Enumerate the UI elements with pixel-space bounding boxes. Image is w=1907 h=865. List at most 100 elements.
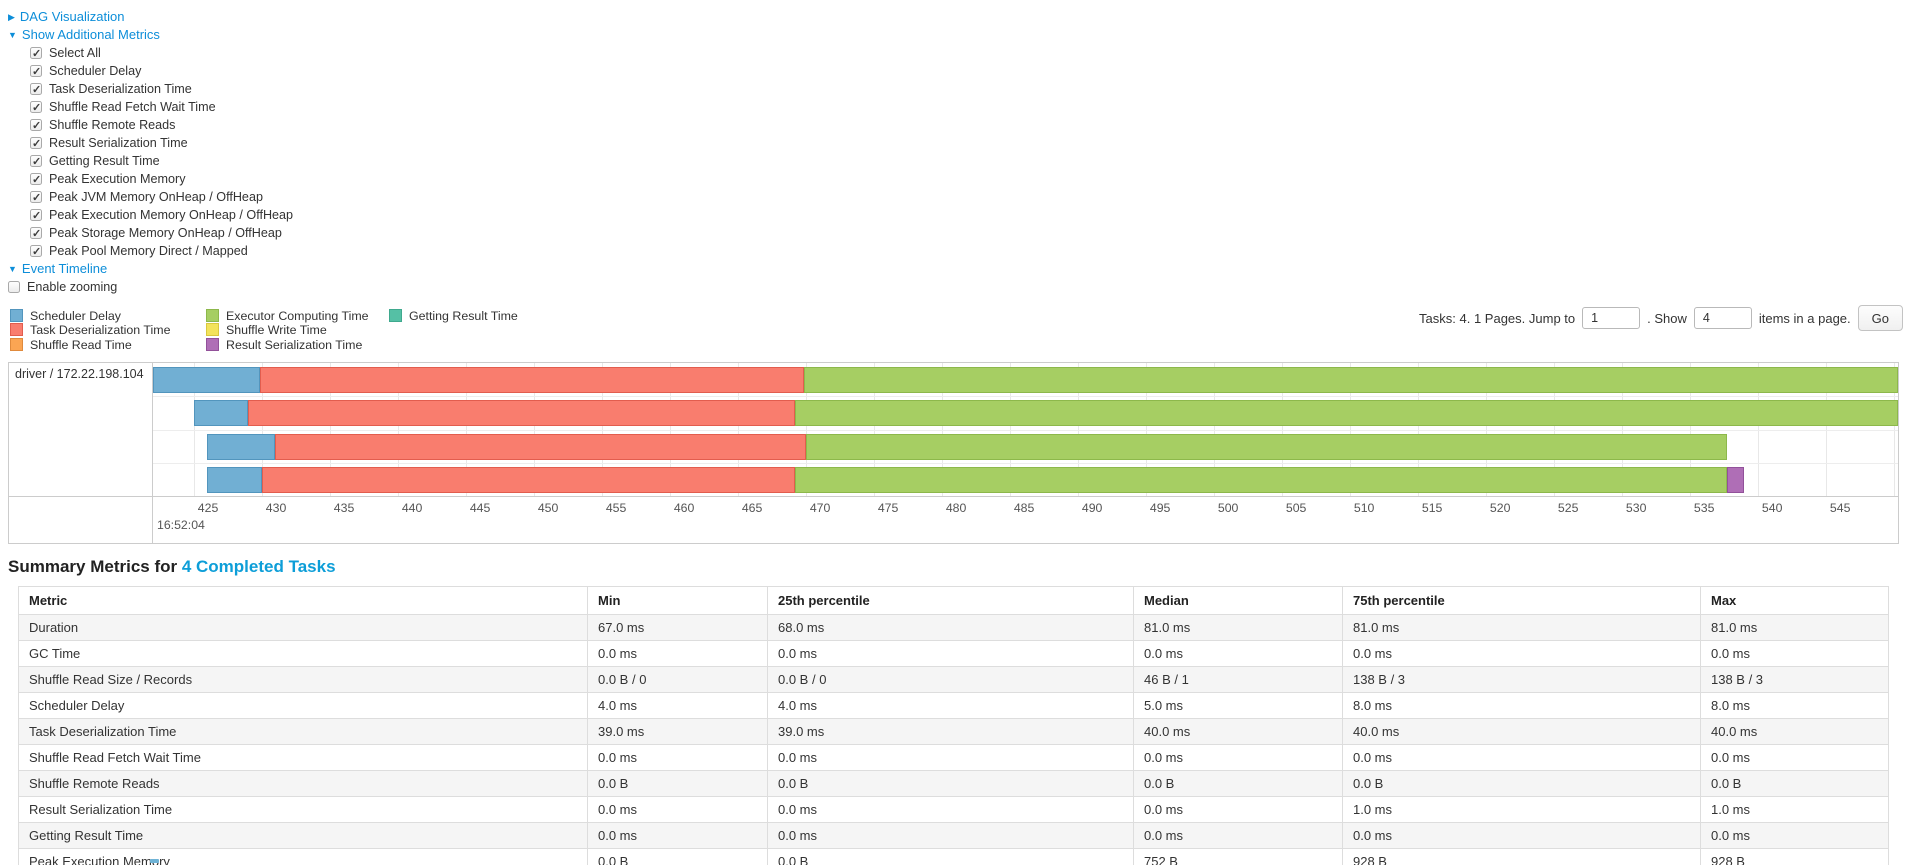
task-pagination: Tasks: 4. 1 Pages. Jump to . Show items … [1419,305,1903,331]
executor-row-label: driver / 172.22.198.104 [15,367,144,381]
event-timeline-chart: driver / 172.22.198.104 16:52:04 425 430 4… [8,362,1899,544]
axis-gridline [805,363,807,496]
axis-tick-label: 440 [401,501,423,515]
metric-checkbox[interactable] [30,81,42,99]
metric-checkbox-label: Peak Pool Memory Direct / Mapped [49,244,248,258]
metric-checkbox-row: Peak Execution Memory [30,170,1907,189]
task-bar-segment-result_serialization[interactable] [1726,467,1745,493]
axis-tick-label: 460 [673,501,695,515]
pagination-suffix-text: items in a page. [1758,310,1851,326]
axis-tick-label: 445 [469,501,491,515]
axis-gridline [1281,363,1283,496]
summary-table-row: Scheduler Delay 4.0 ms 4.0 ms 5.0 ms 8.0 ms 8… [18,692,1889,719]
metric-value-cell: 0.0 B [1342,770,1701,797]
event-timeline-toggle[interactable]: ▼ Event Timeline [8,260,1907,278]
dag-visualization-toggle[interactable]: ▶ DAG Visualization [8,8,1907,26]
completed-tasks-link[interactable]: 4 Completed Tasks [181,557,336,576]
metric-checkbox-row: Task Deserialization Time [30,80,1907,99]
metric-name-cell: Scheduler Delay [18,692,588,719]
metric-value-cell: 68.0 ms [767,614,1134,641]
metric-checkbox-row: Shuffle Remote Reads [30,116,1907,135]
task-bar-segment-task_deserialization[interactable] [275,434,806,460]
task-bar-segment-scheduler_delay[interactable] [207,434,276,460]
axis-tick-label: 535 [1693,501,1715,515]
summary-table-row: GC Time 0.0 ms 0.0 ms 0.0 ms 0.0 ms 0.0 ms [18,640,1889,667]
metric-checkbox[interactable] [30,99,42,117]
task-bar-segment-executor_computing[interactable] [804,367,1898,393]
task-bar-segment-scheduler_delay[interactable] [207,467,262,493]
axis-major-label: 16:52:04 [157,518,205,532]
metric-checkbox[interactable] [30,135,42,153]
show-additional-metrics-link[interactable]: Show Additional Metrics [21,27,160,42]
metric-value-cell: 81.0 ms [1700,614,1889,641]
metric-value-cell: 5.0 ms [1133,692,1343,719]
metric-checkbox[interactable] [30,225,42,243]
summary-table-row: Peak Execution Memory 0.0 B 0.0 B 752 B 928 … [18,848,1889,865]
axis-gridline [261,363,263,496]
go-button[interactable]: Go [1857,305,1903,331]
metric-checkbox[interactable] [30,45,42,63]
axis-gridline [873,363,875,496]
metric-checkbox[interactable] [30,243,42,261]
axis-gridline [1621,363,1623,496]
jump-to-page-input[interactable] [1582,307,1641,329]
metric-checkbox[interactable] [30,207,42,225]
dag-visualization-link[interactable]: DAG Visualization [19,9,125,24]
axis-gridline [601,363,603,496]
event-timeline-link[interactable]: Event Timeline [21,261,108,276]
axis-gridline [1893,363,1895,496]
enable-zooming-label: Enable zooming [27,280,118,294]
metric-checkbox[interactable] [30,189,42,207]
metric-value-cell: 928 B [1342,848,1701,865]
summary-table-row: Shuffle Remote Reads 0.0 B 0.0 B 0.0 B 0.0 B… [18,770,1889,797]
row-separator [153,430,1898,431]
metric-value-cell: 928 B [1700,848,1889,865]
metric-checkbox-label: Select All [49,46,101,60]
metric-value-cell: 4.0 ms [767,692,1134,719]
metric-value-cell: 46 B / 1 [1133,666,1343,693]
summary-table-row: Getting Result Time 0.0 ms 0.0 ms 0.0 ms 0.0… [18,822,1889,849]
enable-zooming-row: Enable zooming [8,278,1907,296]
legend-swatch-executor_computing [206,309,219,322]
metric-name-cell: Getting Result Time [18,822,588,849]
row-separator [153,463,1898,464]
task-bar-segment-scheduler_delay[interactable] [153,367,261,393]
metric-checkbox-label: Result Serialization Time [49,136,188,150]
summary-table-row: Result Serialization Time 0.0 ms 0.0 ms 0.0… [18,796,1889,823]
metric-value-cell: 138 B / 3 [1342,666,1701,693]
axis-tick-label: 430 [265,501,287,515]
metric-value-cell: 1.0 ms [1700,796,1889,823]
metric-value-cell: 0.0 ms [767,822,1134,849]
axis-gridline [1349,363,1351,496]
metric-value-cell: 0.0 B [587,770,768,797]
metric-value-cell: 40.0 ms [1133,718,1343,745]
axis-tick-label: 450 [537,501,559,515]
summary-table-row: Task Deserialization Time 39.0 ms 39.0 ms 4… [18,718,1889,745]
axis-tick-label: 475 [877,501,899,515]
task-bar-segment-executor_computing[interactable] [794,467,1727,493]
task-bar-segment-task_deserialization[interactable] [260,367,805,393]
expandable-sections: ▶ DAG Visualization ▼ Show Additional Metr… [8,8,1907,296]
enable-zooming-checkbox[interactable] [8,281,20,293]
metric-value-cell: 8.0 ms [1700,692,1889,719]
show-additional-metrics-toggle[interactable]: ▼ Show Additional Metrics [8,26,1907,44]
summary-table-row: Shuffle Read Fetch Wait Time 0.0 ms 0.0 ms… [18,744,1889,771]
metric-value-cell: 0.0 ms [587,822,768,849]
items-per-page-input[interactable] [1693,307,1752,329]
timeline-legend: Scheduler Delay Task Deserialization Time… [8,309,1907,353]
task-bar-segment-scheduler_delay[interactable] [193,400,249,426]
metric-value-cell: 0.0 ms [1133,640,1343,667]
summary-header-cell: Max [1700,586,1889,615]
task-bar-segment-executor_computing[interactable] [794,400,1898,426]
task-bar-segment-executor_computing[interactable] [805,434,1727,460]
legend-item: Shuffle Read Time [10,337,170,352]
task-bar-segment-task_deserialization[interactable] [261,467,795,493]
metric-checkbox[interactable] [30,171,42,189]
metric-checkbox[interactable] [30,153,42,171]
metric-checkbox[interactable] [30,117,42,135]
metric-checkbox[interactable] [30,63,42,81]
task-bar-segment-task_deserialization[interactable] [248,400,795,426]
axis-gridline [193,363,195,496]
axis-gridline [1825,363,1827,496]
axis-tick-label: 545 [1829,501,1851,515]
